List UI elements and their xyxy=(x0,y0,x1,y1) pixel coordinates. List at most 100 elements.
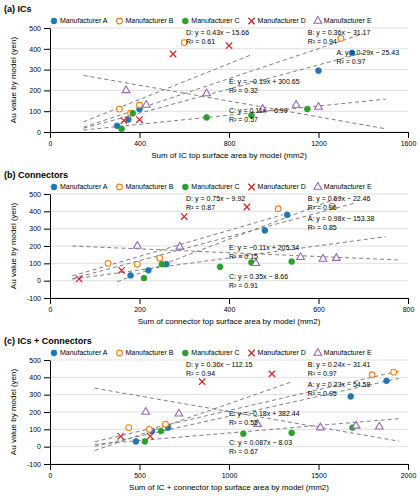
legend-symbol xyxy=(182,350,188,356)
trend-line xyxy=(95,378,399,446)
y-tick-mark xyxy=(44,395,50,396)
annotation: E: y = −0.19x + 300.65R² = 0.32 xyxy=(229,78,300,93)
legend-label: Manufacturer E xyxy=(324,183,372,190)
grid xyxy=(50,360,408,464)
point xyxy=(146,426,152,432)
x-tick-label: 400 xyxy=(134,140,146,147)
legend-symbol xyxy=(248,184,254,190)
point xyxy=(338,36,344,42)
point xyxy=(157,255,163,261)
point xyxy=(141,275,147,281)
x-tick-label: 800 xyxy=(403,306,415,313)
y-axis-title: Au value by model (yen) xyxy=(9,203,18,290)
y-tick-label: 300 xyxy=(29,391,41,398)
point xyxy=(158,428,164,434)
legend-label: Manufacturer A xyxy=(60,183,108,190)
y-tick-label: 200 xyxy=(29,87,41,94)
x-tick-mark xyxy=(50,298,51,304)
legend: Manufacturer AManufacturer BManufacturer… xyxy=(51,183,372,191)
legend-label: Manufacturer C xyxy=(191,17,239,24)
point xyxy=(319,255,327,262)
legend-symbol xyxy=(182,18,188,24)
annotation: D: y = 0.75x − 9.92R² = 0.87 xyxy=(186,195,245,210)
point xyxy=(203,89,211,96)
x-tick-mark xyxy=(408,464,409,470)
y-tick: 300 xyxy=(29,225,50,232)
annotation: E: y = −0.11x + 205.34R² = 0.15 xyxy=(229,244,299,259)
legend-label: Manufacturer C xyxy=(191,349,239,356)
y-tick-label: 200 xyxy=(29,243,41,250)
x-tick-mark xyxy=(229,298,230,304)
plot-area: 0500100015002000-1000100200300400500Sum … xyxy=(9,357,416,492)
y-tick-mark xyxy=(44,429,50,430)
point xyxy=(391,369,397,375)
x-tick-mark xyxy=(319,132,320,138)
point xyxy=(163,421,169,427)
y-tick-label: 0 xyxy=(37,277,41,284)
legend-item: Manufacturer A xyxy=(51,349,108,356)
point xyxy=(292,100,300,107)
legend-item: Manufacturer B xyxy=(117,349,174,356)
annotation: A: y = 0.23x − 54.58R² = 0.95 xyxy=(308,381,371,396)
point-layer xyxy=(76,203,340,282)
legend-item: Manufacturer A xyxy=(51,17,108,24)
x-tick-label: 400 xyxy=(224,306,236,313)
point xyxy=(199,378,205,384)
x-tick: 1200 xyxy=(311,132,327,147)
x-tick-mark xyxy=(140,132,141,138)
x-axis: 0200400600800 xyxy=(49,298,415,313)
legend-symbol xyxy=(51,350,57,356)
y-axis-line xyxy=(50,361,51,465)
y-tick: 300 xyxy=(29,66,50,73)
x-tick-label: 1200 xyxy=(311,140,327,147)
y-tick-mark xyxy=(44,298,50,299)
legend-label: Manufacturer A xyxy=(60,349,108,356)
point xyxy=(122,86,130,93)
y-tick-mark xyxy=(44,464,50,465)
y-tick-mark xyxy=(44,246,50,247)
point xyxy=(384,378,390,384)
grid-line-y xyxy=(50,263,408,264)
x-tick-label: 0 xyxy=(49,472,53,479)
point xyxy=(128,273,134,279)
x-tick-mark xyxy=(140,298,141,304)
y-tick-mark xyxy=(44,90,50,91)
x-tick: 500 xyxy=(134,464,146,479)
trend-line xyxy=(84,75,386,128)
annotation: A: y = 0.29x − 25.43R² = 0.97 xyxy=(336,49,399,64)
y-tick-label: 0 xyxy=(37,129,41,136)
line-layer xyxy=(72,197,399,282)
x-tick-mark xyxy=(319,464,320,470)
annotation: C: y = 0.11x − 6.99R² = 0.57 xyxy=(229,107,288,122)
y-tick: 500 xyxy=(29,191,50,198)
y-tick-mark xyxy=(44,49,50,50)
x-tick-label: 200 xyxy=(134,306,146,313)
y-tick-mark xyxy=(44,360,50,361)
point xyxy=(170,51,176,57)
point xyxy=(226,43,232,49)
legend: Manufacturer A Manufacturer B Manufacturer… xyxy=(51,349,372,357)
x-tick-label: 600 xyxy=(313,306,325,313)
y-tick-mark xyxy=(44,211,50,212)
panel: (c) ICs + Connectors0500100015002000-100… xyxy=(4,336,416,492)
annotations: D: y = 0.75x − 9.92R² = 0.87B: y = 0.69x… xyxy=(186,195,374,288)
marks xyxy=(95,369,399,450)
y-axis-title: Au value by model (yen) xyxy=(9,369,18,456)
x-tick-mark xyxy=(408,132,409,138)
x-tick-label: 800 xyxy=(224,140,236,147)
point xyxy=(126,425,132,431)
legend-label: Manufacturer D xyxy=(258,183,306,190)
x-tick: 0 xyxy=(49,464,53,479)
legend-label: Manufacturer B xyxy=(125,17,173,24)
point xyxy=(133,439,139,445)
legend-item: Manufacturer C xyxy=(182,349,239,356)
trend-line xyxy=(84,34,364,128)
x-axis: 040080012001600 xyxy=(49,132,417,147)
y-tick: 200 xyxy=(29,87,50,94)
chart-container: (a) ICs0400800120016000100200300400500Su… xyxy=(0,0,420,500)
legend-symbol xyxy=(248,18,254,24)
grid-line-y xyxy=(50,228,408,229)
grid-line-y xyxy=(50,211,408,212)
x-tick: 600 xyxy=(313,298,325,313)
panel: (b) Connectors0200400600800-100010020030… xyxy=(4,170,414,326)
